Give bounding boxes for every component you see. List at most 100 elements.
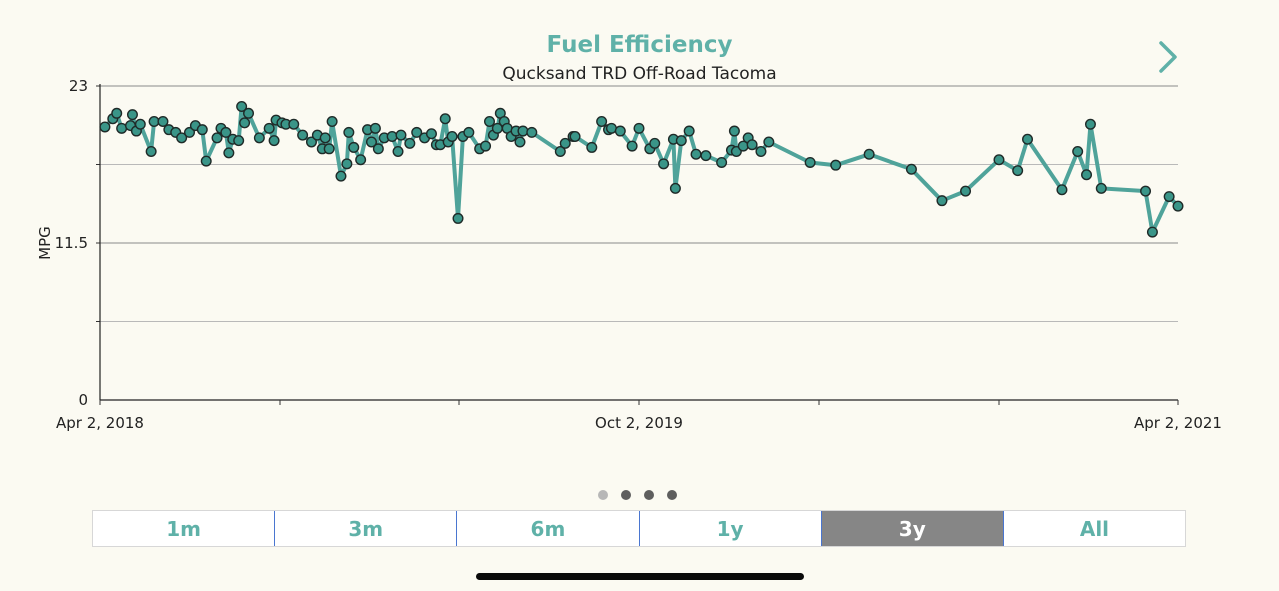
data-point[interactable] — [372, 143, 384, 155]
data-point[interactable] — [483, 115, 495, 127]
data-point[interactable] — [1172, 200, 1184, 212]
data-point[interactable] — [669, 182, 681, 194]
data-point[interactable] — [99, 121, 111, 133]
data-point[interactable] — [446, 131, 458, 143]
data-point[interactable] — [1012, 165, 1024, 177]
data-point[interactable] — [223, 147, 235, 159]
data-point[interactable] — [439, 113, 451, 125]
data-point[interactable] — [326, 115, 338, 127]
page-dot[interactable] — [644, 490, 654, 500]
data-point[interactable] — [211, 132, 223, 144]
chevron-right-icon[interactable] — [1148, 38, 1186, 76]
tab-3y[interactable]: 3y — [820, 511, 1003, 546]
data-point[interactable] — [116, 122, 128, 134]
data-point[interactable] — [1084, 118, 1096, 130]
data-point[interactable] — [176, 132, 188, 144]
data-point[interactable] — [253, 132, 265, 144]
data-point[interactable] — [243, 107, 255, 119]
tab-1y[interactable]: 1y — [638, 511, 821, 546]
data-point[interactable] — [335, 170, 347, 182]
data-point[interactable] — [649, 137, 661, 149]
data-point[interactable] — [452, 212, 464, 224]
data-point[interactable] — [348, 141, 360, 153]
data-point[interactable] — [425, 128, 437, 140]
data-point[interactable] — [343, 126, 355, 138]
data-point[interactable] — [1056, 184, 1068, 196]
data-point[interactable] — [1163, 191, 1175, 203]
data-point[interactable] — [220, 126, 232, 138]
data-point[interactable] — [569, 131, 581, 143]
data-point[interactable] — [746, 139, 758, 151]
data-point[interactable] — [184, 126, 196, 138]
data-point[interactable] — [288, 118, 300, 130]
data-point[interactable] — [605, 122, 617, 134]
data-point[interactable] — [145, 146, 157, 158]
data-point[interactable] — [936, 195, 948, 207]
data-point[interactable] — [392, 146, 404, 158]
data-point[interactable] — [341, 158, 353, 170]
data-point[interactable] — [626, 140, 638, 152]
data-point[interactable] — [1081, 169, 1093, 181]
data-point[interactable] — [305, 136, 317, 148]
data-point[interactable] — [480, 140, 492, 152]
page-dot[interactable] — [667, 490, 677, 500]
data-point[interactable] — [386, 131, 398, 143]
data-point[interactable] — [863, 148, 875, 160]
data-point[interactable] — [675, 135, 687, 147]
data-point[interactable] — [658, 158, 670, 170]
data-point[interactable] — [993, 154, 1005, 166]
data-point[interactable] — [700, 150, 712, 162]
data-point[interactable] — [369, 122, 381, 134]
data-point[interactable] — [1022, 133, 1034, 145]
data-point[interactable] — [111, 107, 123, 119]
tab-3m[interactable]: 3m — [274, 511, 456, 546]
data-point[interactable] — [319, 132, 331, 144]
data-point[interactable] — [690, 148, 702, 160]
data-point[interactable] — [200, 155, 212, 167]
data-point[interactable] — [126, 109, 138, 121]
data-point[interactable] — [404, 137, 416, 149]
tab-1m[interactable]: 1m — [166, 516, 201, 541]
data-point[interactable] — [586, 141, 598, 153]
data-point[interactable] — [233, 135, 245, 147]
data-point[interactable] — [1072, 146, 1084, 158]
data-point[interactable] — [1095, 182, 1107, 194]
data-point[interactable] — [804, 156, 816, 168]
data-point[interactable] — [355, 154, 367, 166]
data-point[interactable] — [830, 159, 842, 171]
data-point[interactable] — [614, 125, 626, 137]
data-point[interactable] — [960, 185, 972, 197]
data-point[interactable] — [323, 143, 335, 155]
page-dot[interactable] — [621, 490, 631, 500]
tab-all[interactable]: All — [1002, 511, 1185, 546]
data-point[interactable] — [554, 146, 566, 158]
home-indicator[interactable] — [476, 573, 804, 580]
data-point[interactable] — [1140, 185, 1152, 197]
data-point[interactable] — [526, 126, 538, 138]
data-point[interactable] — [134, 118, 146, 130]
data-point[interactable] — [395, 129, 407, 141]
page-dot[interactable] — [598, 490, 608, 500]
data-point[interactable] — [463, 126, 475, 138]
data-point[interactable] — [559, 137, 571, 149]
data-point[interactable] — [683, 125, 695, 137]
data-point[interactable] — [517, 125, 529, 137]
data-point[interactable] — [728, 125, 740, 137]
data-point[interactable] — [755, 146, 767, 158]
data-point[interactable] — [633, 122, 645, 134]
data-point[interactable] — [196, 124, 208, 136]
data-point[interactable] — [268, 135, 280, 147]
data-point[interactable] — [239, 117, 251, 129]
data-point[interactable] — [1146, 226, 1158, 238]
data-point[interactable] — [263, 122, 275, 134]
data-point[interactable] — [157, 115, 169, 127]
tab-6m[interactable]: 6m — [456, 511, 638, 546]
data-point[interactable] — [365, 136, 377, 148]
data-point[interactable] — [411, 126, 423, 138]
data-point[interactable] — [716, 156, 728, 168]
data-point[interactable] — [596, 115, 608, 127]
data-point[interactable] — [236, 100, 248, 112]
data-point[interactable] — [763, 136, 775, 148]
data-point[interactable] — [514, 136, 526, 148]
data-point[interactable] — [905, 163, 917, 175]
